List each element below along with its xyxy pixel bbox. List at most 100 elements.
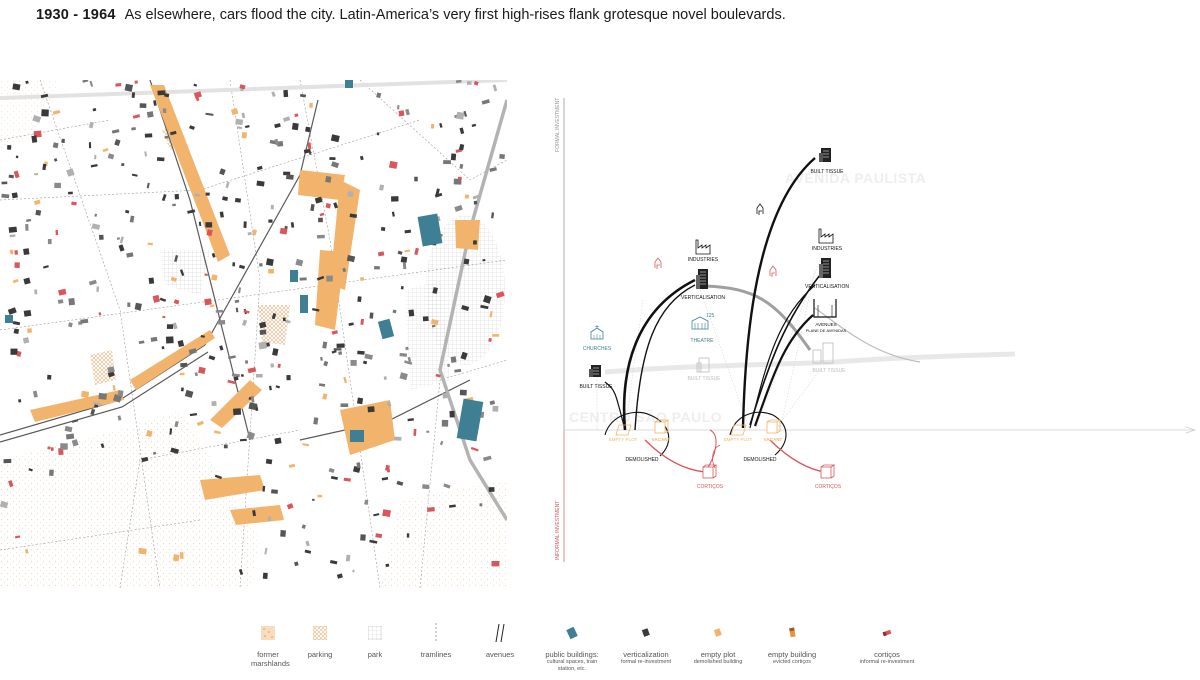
map-building <box>314 196 323 204</box>
map-building <box>94 154 97 160</box>
map-building <box>194 372 199 377</box>
map-building <box>134 80 138 84</box>
avenue-section-icon <box>813 299 837 318</box>
node-demolished-1: DEMOLISHED <box>625 457 658 463</box>
map-building <box>58 447 64 455</box>
cortico-icon <box>820 464 836 479</box>
map-building <box>294 113 299 117</box>
map-building <box>114 139 121 147</box>
map-building <box>145 430 153 438</box>
map-building <box>347 191 354 197</box>
map-building <box>336 573 343 579</box>
map-building <box>121 163 125 166</box>
map-building <box>325 176 332 183</box>
map-building <box>40 93 49 99</box>
map-building <box>345 554 351 562</box>
map-building <box>386 401 392 407</box>
axis-arrow-icon <box>1185 426 1197 434</box>
map-building <box>235 118 244 126</box>
map-building <box>162 315 166 319</box>
map-building <box>404 229 412 234</box>
map-building <box>219 168 226 176</box>
map-building <box>330 134 340 143</box>
map-legend: former marshlands parking park tramlines… <box>230 622 950 680</box>
map-building <box>126 252 134 258</box>
map-building <box>459 389 467 396</box>
map-building <box>209 304 215 308</box>
map-building <box>482 258 486 262</box>
map-building <box>227 379 236 385</box>
node-verticalisation-1: VERTICALISATION <box>681 295 725 301</box>
map-building <box>430 123 435 129</box>
map-building <box>268 219 273 223</box>
map-building <box>243 309 250 314</box>
map-building <box>204 298 212 306</box>
node-empty-plot-2: EMPTY PLOT <box>724 437 753 442</box>
map-building <box>473 80 479 86</box>
map-building <box>32 115 42 123</box>
map-building <box>112 385 116 391</box>
map-building <box>407 418 414 422</box>
map-building <box>27 328 33 334</box>
map-building <box>499 153 505 160</box>
map-building <box>330 476 338 480</box>
map-building <box>161 346 165 350</box>
map-building <box>414 176 418 182</box>
map-building <box>264 547 268 555</box>
map-building <box>414 247 419 256</box>
map-building <box>238 264 246 270</box>
map-building <box>90 164 98 168</box>
map-building <box>492 405 499 412</box>
map-building <box>71 201 77 206</box>
svg-text:125: 125 <box>706 313 715 319</box>
map-building <box>223 444 228 449</box>
map-building <box>245 125 250 129</box>
map-building <box>495 291 505 299</box>
map-building <box>265 258 274 266</box>
map-building <box>57 299 64 304</box>
map-building <box>307 142 312 150</box>
map-building <box>180 362 188 368</box>
map-building <box>162 108 167 113</box>
map-building <box>9 234 16 238</box>
factory-icon <box>695 239 711 255</box>
map-building <box>271 313 277 320</box>
map-building <box>439 440 444 446</box>
map-building <box>400 286 404 290</box>
map-building <box>454 368 462 373</box>
map-building <box>489 400 496 406</box>
map-building <box>369 539 378 544</box>
map-building <box>116 237 121 240</box>
map-building <box>204 273 208 277</box>
map-building <box>319 212 325 217</box>
empty-plot-icon <box>730 424 747 436</box>
map-building <box>243 221 247 228</box>
map-building <box>23 309 32 317</box>
map-building <box>375 533 383 539</box>
map-building <box>148 277 155 284</box>
map-building <box>449 504 456 508</box>
map-building <box>47 239 52 245</box>
map-building <box>359 276 365 282</box>
map-building <box>177 340 185 348</box>
map-building <box>180 387 184 392</box>
map-building <box>68 322 73 328</box>
map-building <box>117 390 124 397</box>
map-building <box>404 360 413 365</box>
map-building <box>251 229 258 236</box>
map-building <box>164 135 169 139</box>
map-building <box>284 225 288 229</box>
public-building <box>290 270 298 282</box>
map-building <box>172 203 176 207</box>
map-building <box>459 127 465 135</box>
map-building <box>174 193 180 200</box>
highrise-icon <box>819 258 831 278</box>
map-building <box>98 392 107 400</box>
map-building <box>346 254 356 263</box>
map-building <box>285 174 294 180</box>
map-building <box>38 133 42 138</box>
map-building <box>300 93 307 98</box>
map-building <box>256 180 265 187</box>
map-building <box>441 419 449 427</box>
theatre-icon: 125 <box>691 313 715 330</box>
